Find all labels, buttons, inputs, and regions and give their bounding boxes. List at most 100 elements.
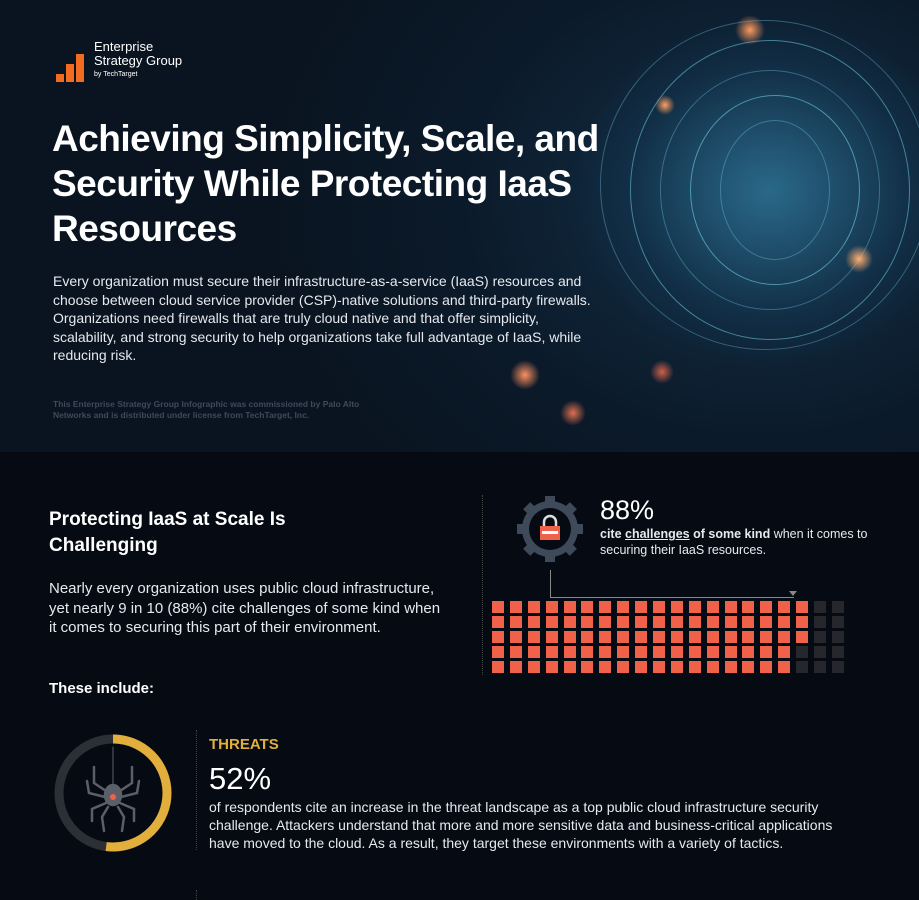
waffle-cell-filled	[796, 631, 809, 643]
waffle-cell-filled	[706, 601, 719, 613]
waffle-cell-empty	[796, 661, 809, 673]
logo-line1: Enterprise	[94, 39, 154, 54]
waffle-cell-filled	[635, 631, 648, 643]
waffle-cell-filled	[545, 646, 558, 658]
page-title: Achieving Simplicity, Scale, and Securit…	[52, 118, 599, 249]
waffle-cell-filled	[635, 661, 648, 673]
waffle-cell-filled	[742, 616, 755, 628]
section-body: Nearly every organization uses public cl…	[49, 580, 441, 636]
divider	[482, 495, 483, 675]
waffle-cell-filled	[653, 661, 666, 673]
arrow-down-icon	[789, 591, 797, 596]
waffle-cell-empty	[814, 631, 827, 643]
waffle-cell-filled	[527, 661, 540, 673]
waffle-cell-filled	[653, 631, 666, 643]
waffle-cell-filled	[563, 631, 576, 643]
waffle-cell-filled	[563, 661, 576, 673]
waffle-cell-empty	[831, 631, 844, 643]
waffle-cell-filled	[706, 616, 719, 628]
desc-bold: of some kind	[689, 527, 771, 541]
waffle-cell-filled	[760, 646, 773, 658]
waffle-cell-filled	[724, 601, 737, 613]
waffle-cell-empty	[814, 601, 827, 613]
waffle-cell-filled	[742, 661, 755, 673]
stat-88-percent: 88%	[600, 495, 655, 525]
waffle-cell-filled	[706, 646, 719, 658]
waffle-cell-filled	[509, 661, 522, 673]
waffle-cell-filled	[545, 631, 558, 643]
brand-logo: Enterprise Strategy Group by TechTarget	[56, 40, 182, 82]
waffle-cell-filled	[670, 616, 683, 628]
waffle-cell-filled	[778, 616, 791, 628]
waffle-cell-empty	[814, 661, 827, 673]
these-include-label: These include:	[49, 680, 155, 697]
waffle-cell-filled	[599, 646, 612, 658]
waffle-cell-filled	[688, 601, 701, 613]
waffle-cell-filled	[492, 661, 504, 673]
waffle-cell-filled	[706, 631, 719, 643]
lock-gear-icon	[517, 496, 583, 562]
waffle-cell-filled	[492, 646, 504, 658]
waffle-cell-filled	[599, 601, 612, 613]
waffle-cell-filled	[724, 646, 737, 658]
waffle-cell-filled	[527, 631, 540, 643]
logo-line2: Strategy Group	[94, 53, 183, 68]
waffle-cell-filled	[706, 661, 719, 673]
waffle-cell-filled	[796, 601, 809, 613]
threats-description: of respondents cite an increase in the t…	[209, 799, 833, 851]
waffle-cell-filled	[545, 616, 558, 628]
waffle-cell-filled	[688, 616, 701, 628]
waffle-cell-filled	[581, 661, 594, 673]
spider-icon	[85, 746, 141, 833]
waffle-cell-filled	[617, 631, 630, 643]
waffle-cell-filled	[653, 601, 666, 613]
divider	[196, 890, 197, 900]
waffle-cell-filled	[509, 616, 522, 628]
waffle-cell-filled	[778, 661, 791, 673]
desc-pre: cite	[600, 527, 626, 541]
section-title: Protecting IaaS at Scale Is Challenging	[49, 509, 286, 556]
waffle-cell-empty	[831, 616, 844, 628]
hero-banner: Enterprise Strategy Group by TechTarget …	[0, 0, 919, 452]
waffle-cell-filled	[778, 631, 791, 643]
waffle-cell-filled	[635, 601, 648, 613]
waffle-cell-empty	[796, 646, 809, 658]
waffle-cell-filled	[653, 616, 666, 628]
waffle-cell-filled	[509, 646, 522, 658]
waffle-cell-filled	[599, 631, 612, 643]
desc-challenges: challenges	[625, 527, 690, 541]
waffle-cell-filled	[617, 616, 630, 628]
desc-rest: when it comes to securing their IaaS res…	[600, 527, 868, 557]
waffle-cell-empty	[814, 646, 827, 658]
waffle-cell-filled	[742, 601, 755, 613]
waffle-cell-filled	[635, 646, 648, 658]
waffle-cell-filled	[581, 646, 594, 658]
waffle-cell-filled	[527, 616, 540, 628]
divider	[196, 730, 197, 850]
waffle-cell-filled	[760, 661, 773, 673]
waffle-cell-filled	[688, 661, 701, 673]
waffle-cell-filled	[778, 646, 791, 658]
waffle-cell-filled	[724, 631, 737, 643]
waffle-cell-filled	[760, 601, 773, 613]
waffle-cell-filled	[563, 601, 576, 613]
waffle-cell-filled	[617, 646, 630, 658]
threats-ring-chart	[54, 734, 172, 852]
waffle-cell-filled	[545, 601, 558, 613]
waffle-cell-filled	[760, 616, 773, 628]
waffle-cell-empty	[831, 601, 844, 613]
stat-88-description: cite challenges of some kind when it com…	[600, 526, 880, 558]
threats-label: THREATS	[209, 736, 279, 753]
waffle-cell-filled	[545, 661, 558, 673]
waffle-cell-filled	[670, 646, 683, 658]
waffle-cell-filled	[563, 646, 576, 658]
waffle-cell-filled	[760, 631, 773, 643]
license-note: This Enterprise Strategy Group Infograph…	[53, 399, 360, 420]
waffle-cell-empty	[831, 661, 844, 673]
waffle-cell-filled	[581, 616, 594, 628]
waffle-cell-filled	[653, 646, 666, 658]
waffle-cell-filled	[527, 646, 540, 658]
waffle-cell-filled	[742, 631, 755, 643]
waffle-cell-filled	[670, 631, 683, 643]
waffle-cell-filled	[492, 631, 504, 643]
